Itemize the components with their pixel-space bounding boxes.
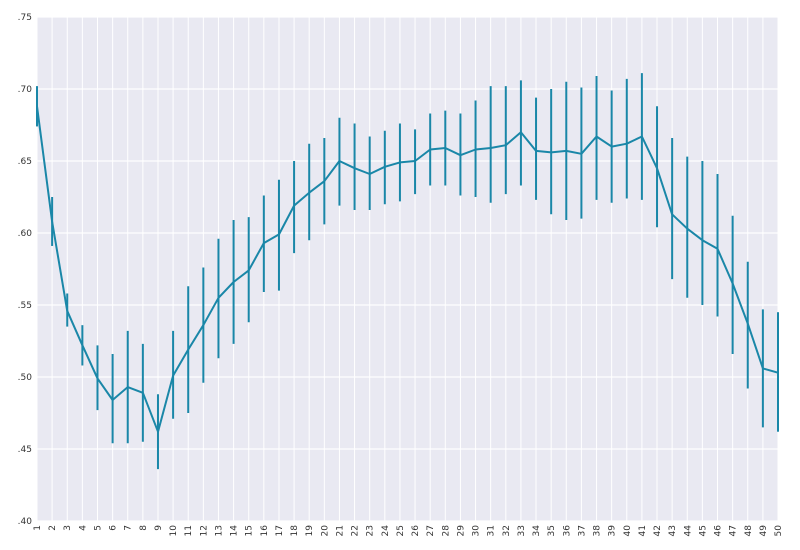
y-tick-label: .55 <box>18 301 32 311</box>
x-tick-label: 41 <box>638 525 648 536</box>
x-tick-label: 28 <box>441 525 451 537</box>
x-tick-label: 40 <box>623 525 633 537</box>
y-tick-label: .65 <box>18 157 32 167</box>
x-tick-label: 14 <box>230 525 240 537</box>
x-tick-label: 33 <box>517 525 527 536</box>
y-tick-label: .45 <box>18 445 32 455</box>
x-tick-label: 50 <box>774 525 784 537</box>
x-tick-label: 1 <box>33 525 43 531</box>
y-tick-label: .50 <box>18 373 33 383</box>
x-tick-label: 19 <box>305 525 315 537</box>
y-tick-label: .60 <box>18 229 33 239</box>
x-tick-label: 46 <box>714 525 724 537</box>
x-tick-label: 26 <box>411 525 421 537</box>
x-tick-label: 21 <box>335 525 345 536</box>
x-tick-label: 37 <box>577 525 587 536</box>
x-axis-tick-labels: 1 2 3 4 5 6 7 8 9 10 11 12 13 14 15 16 17 18 19 20 21 22 23 24 2… <box>33 525 784 537</box>
x-tick-label: 43 <box>668 525 678 536</box>
x-tick-label: 22 <box>351 525 361 536</box>
x-tick-label: 13 <box>214 525 224 536</box>
x-tick-label: 18 <box>290 525 300 537</box>
x-tick-label: 10 <box>169 525 179 537</box>
x-tick-label: 24 <box>381 525 391 537</box>
x-tick-label: 3 <box>63 525 73 531</box>
x-tick-label: 17 <box>275 525 285 536</box>
x-tick-label: 9 <box>154 525 164 531</box>
x-tick-label: 44 <box>683 525 693 537</box>
x-tick-label: 47 <box>729 525 739 536</box>
x-tick-label: 15 <box>245 525 255 536</box>
x-tick-label: 35 <box>547 525 557 536</box>
x-tick-label: 20 <box>320 525 330 537</box>
x-tick-label: 48 <box>744 525 754 537</box>
x-tick-label: 29 <box>456 525 466 537</box>
x-tick-label: 5 <box>93 525 103 531</box>
y-tick-label: .40 <box>18 517 33 527</box>
x-tick-label: 39 <box>608 525 618 537</box>
x-tick-label: 12 <box>199 525 209 536</box>
x-tick-label: 30 <box>472 525 482 537</box>
plot-background <box>37 17 778 521</box>
x-tick-label: 36 <box>562 525 572 537</box>
x-tick-label: 11 <box>184 525 194 536</box>
x-tick-label: 34 <box>532 525 542 537</box>
x-tick-label: 38 <box>593 525 603 537</box>
x-tick-label: 6 <box>109 525 119 531</box>
x-tick-label: 4 <box>78 525 88 531</box>
x-tick-label: 32 <box>502 525 512 536</box>
x-tick-label: 7 <box>124 525 134 531</box>
x-tick-label: 23 <box>366 525 376 536</box>
x-tick-label: 45 <box>698 525 708 536</box>
x-tick-label: 2 <box>48 525 58 531</box>
y-tick-label: .75 <box>18 13 32 23</box>
y-tick-label: .70 <box>18 85 33 95</box>
x-tick-label: 31 <box>487 525 497 536</box>
x-tick-label: 16 <box>260 525 270 537</box>
x-tick-label: 25 <box>396 525 406 536</box>
x-tick-label: 8 <box>139 525 149 531</box>
x-tick-label: 42 <box>653 525 663 536</box>
x-tick-label: 49 <box>759 525 769 537</box>
x-tick-label: 27 <box>426 525 436 536</box>
series-line <box>36 106 779 433</box>
y-axis-tick-labels: .40 .45 .50 .55 .60 .65 .70 .75 <box>18 13 33 527</box>
